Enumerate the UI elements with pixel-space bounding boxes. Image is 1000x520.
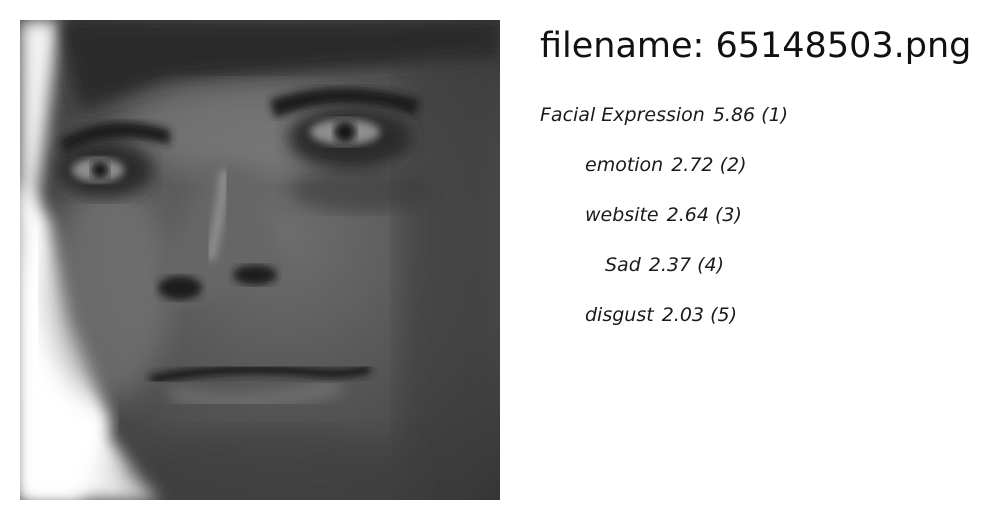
label-row: emotion 2.72 (2) (585, 153, 747, 177)
label-name: Facial Expression (540, 104, 705, 126)
label-row: website 2.64 (3) (585, 203, 742, 227)
label-row: disgust 2.03 (5) (585, 303, 737, 327)
label-name: Sad (605, 254, 641, 276)
label-score: 5.86 (712, 104, 756, 126)
label-row: Facial Expression 5.86 (1) (540, 103, 788, 127)
label-name: website (585, 204, 659, 226)
face-photo (20, 20, 500, 500)
label-score: 2.03 (661, 304, 705, 326)
label-row: Sad 2.37 (4) (605, 253, 724, 277)
filename-title: filename: 65148503.png (540, 26, 972, 66)
label-rank: (1) (761, 104, 789, 126)
label-rank: (3) (714, 204, 742, 226)
label-name: disgust (585, 304, 654, 326)
label-score: 2.64 (666, 204, 709, 226)
label-name: emotion (585, 154, 664, 176)
label-score: 2.37 (648, 254, 692, 276)
face-photo-graphic (20, 20, 500, 500)
label-rank: (4) (697, 254, 725, 276)
label-score: 2.72 (671, 154, 714, 176)
label-rank: (2) (719, 154, 747, 176)
label-rank: (5) (710, 304, 737, 326)
